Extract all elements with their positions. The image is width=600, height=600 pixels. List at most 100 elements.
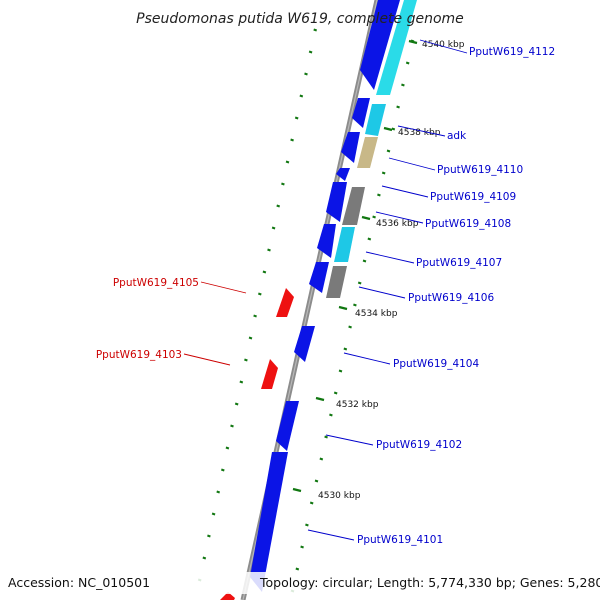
leader-pputw619-4109 [381,185,429,198]
kbp-label-4536: 4536 kbp [376,219,419,229]
gene-label-pputw619-4108[interactable]: PputW619_4108 [425,218,511,230]
tick-mark [405,61,410,65]
tick-mark [381,171,386,175]
tick-mark [202,556,207,560]
tick-mark [362,259,367,263]
tick-mark [343,347,348,351]
tick-mark [253,314,257,318]
gene-minus-bottom-arrow[interactable] [220,592,235,600]
tick-mark [299,94,304,98]
tick-mark [290,138,294,142]
tick-mark [309,501,314,505]
footer-accession: Accession: NC_010501 [8,575,150,590]
gene-label-pputw619-4110[interactable]: PputW619_4110 [437,164,523,176]
gene-pputw619-4110-segment[interactable] [357,137,378,168]
gene-label-pputw619-4107[interactable]: PputW619_4107 [416,257,502,269]
tick-mark [386,149,391,153]
kbp-label-4530: 4530 kbp [318,491,361,501]
gene-label-pputw619-4102[interactable]: PputW619_4102 [376,439,462,451]
tick-mark [239,380,244,384]
gene-pputw619-4107-arrow[interactable] [317,224,336,258]
label-leader-lines [183,39,468,541]
gene-pputw619-4107-segment[interactable] [334,227,355,262]
tick-mark [211,512,216,516]
tick-mark [262,270,267,274]
tick-mark [313,28,318,32]
tick-mark [396,105,400,109]
gene-pputw619-4112-arrow[interactable] [360,0,400,90]
gene-features [220,0,417,600]
tick-mark [304,72,308,76]
tick-mark [300,545,304,549]
tick-mark [314,479,319,483]
tick-mark [244,358,248,362]
leader-pputw619-4102 [325,434,374,446]
gene-pputw619-4112-segment[interactable] [376,0,417,95]
tick-mark [225,446,230,450]
tick-mark [248,336,253,340]
gene-label-pputw619-4105[interactable]: PputW619_4105 [113,277,199,289]
footer: Accession: NC_010501 Topology: circular;… [0,572,600,594]
tick-mark [294,116,299,120]
tick-mark [234,402,239,406]
gene-label-pputw619-4112[interactable]: PputW619_4112 [469,46,555,58]
tick-mark [276,204,281,208]
tick-mark [367,237,372,241]
gene-pputw619-4108-segment[interactable] [342,187,365,225]
gene-label-pputw619-4109[interactable]: PputW619_4109 [430,191,516,203]
leader-pputw619-4107 [365,251,415,264]
gene-label-pputw619-4103[interactable]: PputW619_4103 [96,349,182,361]
gene-pputw619-4106-arrow[interactable] [309,262,329,293]
leader-pputw619-4103 [183,353,231,366]
leader-pputw619-4104 [343,352,391,365]
gene-pputw619-4104-arrow[interactable] [294,326,315,362]
tick-mark [281,182,285,186]
kbp-label-4532: 4532 kbp [336,400,379,410]
gene-label-pputw619-4101[interactable]: PputW619_4101 [357,534,443,546]
gene-label-pputw619-4106[interactable]: PputW619_4106 [408,292,494,304]
tick-mark [207,534,211,538]
gene-label-pputw619-4104[interactable]: PputW619_4104 [393,358,479,370]
map-title: Pseudomonas putida W619, complete genome [136,11,464,27]
kbp-label-4538: 4538 kbp [398,128,441,138]
gene-pputw619-4109-arrow[interactable] [336,168,350,181]
tick-mark [391,127,396,131]
gene-pputw619-4106-segment[interactable] [326,266,347,298]
gene-pputw619-4110-arrow[interactable] [341,132,360,163]
tick-mark [324,435,328,439]
tick-mark [271,226,276,230]
tick-mark [308,50,313,54]
gene-pputw619-4109-upper-arrow[interactable] [326,182,347,222]
kbp-labels: 4540 kbp 4538 kbp 4536 kbp 4534 kbp 4532… [318,40,465,501]
tick-mark [333,391,338,395]
tick-mark [285,160,290,164]
tick-mark [257,292,262,296]
gene-pputw619-4102-arrow[interactable] [276,401,299,451]
gene-pputw619-4105-minus-arrow[interactable] [276,288,294,317]
tick-marks [197,28,415,593]
tick-mark [329,413,333,417]
tick-mark [305,523,309,527]
leader-pputw619-4108 [375,211,424,224]
leader-pputw619-4110 [388,157,436,171]
kbp-label-4540: 4540 kbp [422,40,465,50]
tick-mark [267,248,271,252]
tick-mark [401,83,405,87]
leader-adk [397,125,446,137]
leader-pputw619-4112 [419,39,468,54]
tick-mark [216,490,221,494]
tick-mark [372,215,376,219]
gene-pputw619-4101-arrow[interactable] [250,452,288,592]
gene-adk-segment[interactable] [365,104,386,136]
tick-mark [377,193,381,197]
tick-mark [319,457,324,461]
gene-label-adk[interactable]: adk [447,130,467,142]
gene-adk-plus-arrow[interactable] [352,98,370,128]
leader-pputw619-4101 [307,529,355,541]
gene-pputw619-4103-minus-arrow[interactable] [261,359,278,389]
tick-mark [230,424,234,428]
kbp-label-4534: 4534 kbp [355,309,398,319]
leader-pputw619-4105 [200,281,247,294]
